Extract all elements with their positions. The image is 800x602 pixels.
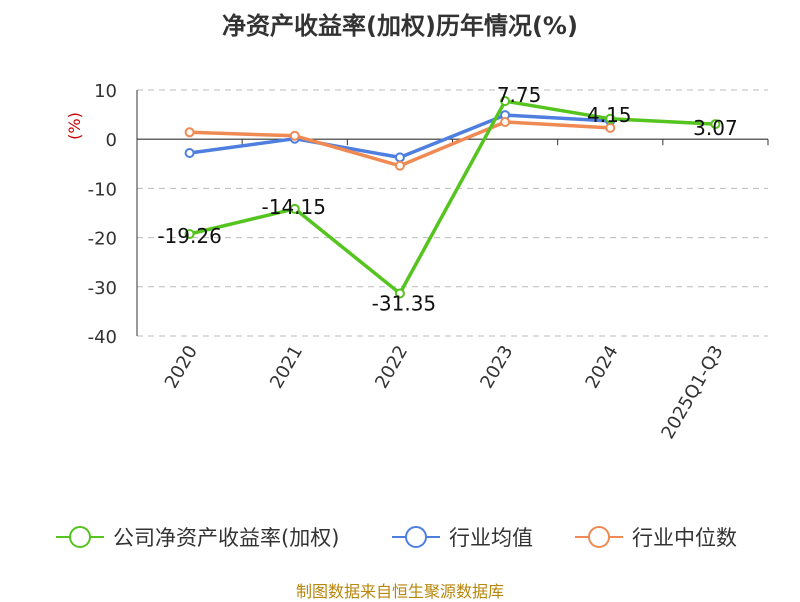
data-point: [184, 147, 195, 158]
data-label: 3.07: [693, 116, 738, 140]
legend-item: 行业均值: [392, 526, 533, 550]
y-tick-label: -30: [88, 278, 117, 299]
y-axis-label: (%): [65, 112, 84, 140]
series-2: [184, 110, 616, 163]
x-tick-label: 2022: [371, 342, 412, 392]
data-label: 4.15: [587, 103, 632, 127]
data-label: -14.15: [262, 195, 326, 219]
x-tick-label: 2020: [161, 342, 202, 392]
data-point: [394, 288, 405, 299]
data-point: [394, 152, 405, 163]
data-point: [605, 122, 616, 133]
y-tick-label: -40: [88, 327, 117, 348]
source-note: 制图数据来自恒生聚源数据库: [295, 582, 504, 601]
data-point: [184, 228, 195, 239]
x-tick-label: 2023: [476, 342, 517, 392]
series-layer: [184, 96, 721, 299]
series-line: [187, 113, 613, 160]
data-label: 7.75: [497, 83, 542, 107]
grid-lines: [137, 89, 768, 337]
y-tick-label: 10: [94, 81, 117, 102]
data-point: [394, 160, 405, 171]
legend-marker: [588, 526, 610, 548]
legend: 公司净资产收益率(加权) 行业均值 行业中位数: [56, 526, 737, 550]
data-point: [710, 119, 721, 130]
series-line: [187, 99, 718, 296]
data-point: [500, 96, 511, 107]
data-point: [289, 203, 300, 214]
data-label: -31.35: [372, 291, 436, 315]
data-label: -19.26: [157, 224, 221, 248]
data-point: [289, 130, 300, 141]
x-tick-label: 2025Q1-Q3: [657, 342, 727, 443]
legend-marker: [69, 526, 91, 548]
data-point: [184, 127, 195, 138]
legend-label: 行业均值: [449, 526, 533, 550]
legend-label: 行业中位数: [632, 526, 737, 550]
y-tick-label: -20: [88, 229, 117, 250]
data-point: [500, 116, 511, 127]
x-tick-label: 2024: [581, 342, 622, 392]
chart-title: 净资产收益率(加权)历年情况(%): [222, 12, 578, 40]
axes: 10 0 -10 -20 -30 -40 2020 2021 2022 2023 2024 2025Q…: [88, 81, 769, 443]
y-tick-label: -10: [88, 179, 117, 200]
legend-item: 公司净资产收益率(加权): [56, 526, 339, 550]
legend-label: 公司净资产收益率(加权): [113, 526, 339, 550]
legend-item: 行业中位数: [575, 526, 737, 550]
legend-marker: [405, 526, 427, 548]
data-point: [605, 113, 616, 124]
x-tick-label: 2021: [266, 342, 307, 392]
series-1: [184, 96, 721, 299]
y-axis-unit-label: (%): [65, 112, 84, 140]
y-tick-label: 0: [106, 130, 117, 151]
data-labels: -19.26 -14.15 -31.35 7.75 4.15 3.07: [157, 83, 737, 315]
series-3: [184, 116, 616, 171]
